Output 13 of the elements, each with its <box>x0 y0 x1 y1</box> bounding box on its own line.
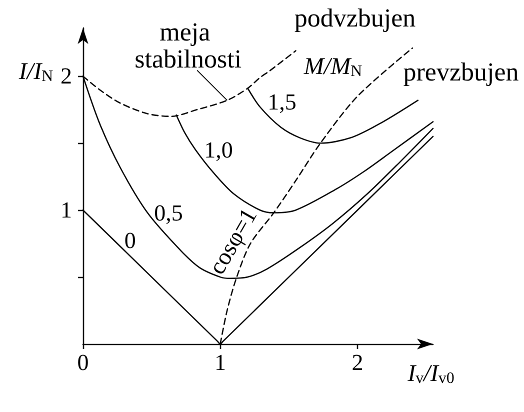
annotation: podvzbujen <box>294 4 416 32</box>
series-label: meja stabilnosti <box>134 17 242 74</box>
series-label: 0,5 <box>154 200 183 226</box>
x-axis-title: Iv/Iv0 <box>406 361 454 387</box>
series-label: 0 <box>124 228 136 253</box>
x-tick-label: 0 <box>77 350 89 375</box>
y-axis-title: I/IN <box>18 59 54 85</box>
x-tick-label: 1 <box>214 350 226 375</box>
x-tick-label: 2 <box>352 350 364 375</box>
series-label: 1,0 <box>204 137 233 162</box>
annotation: prevzbujen <box>403 58 519 86</box>
legend-title: M/MN <box>302 54 363 80</box>
series-label: 1,5 <box>268 90 296 114</box>
